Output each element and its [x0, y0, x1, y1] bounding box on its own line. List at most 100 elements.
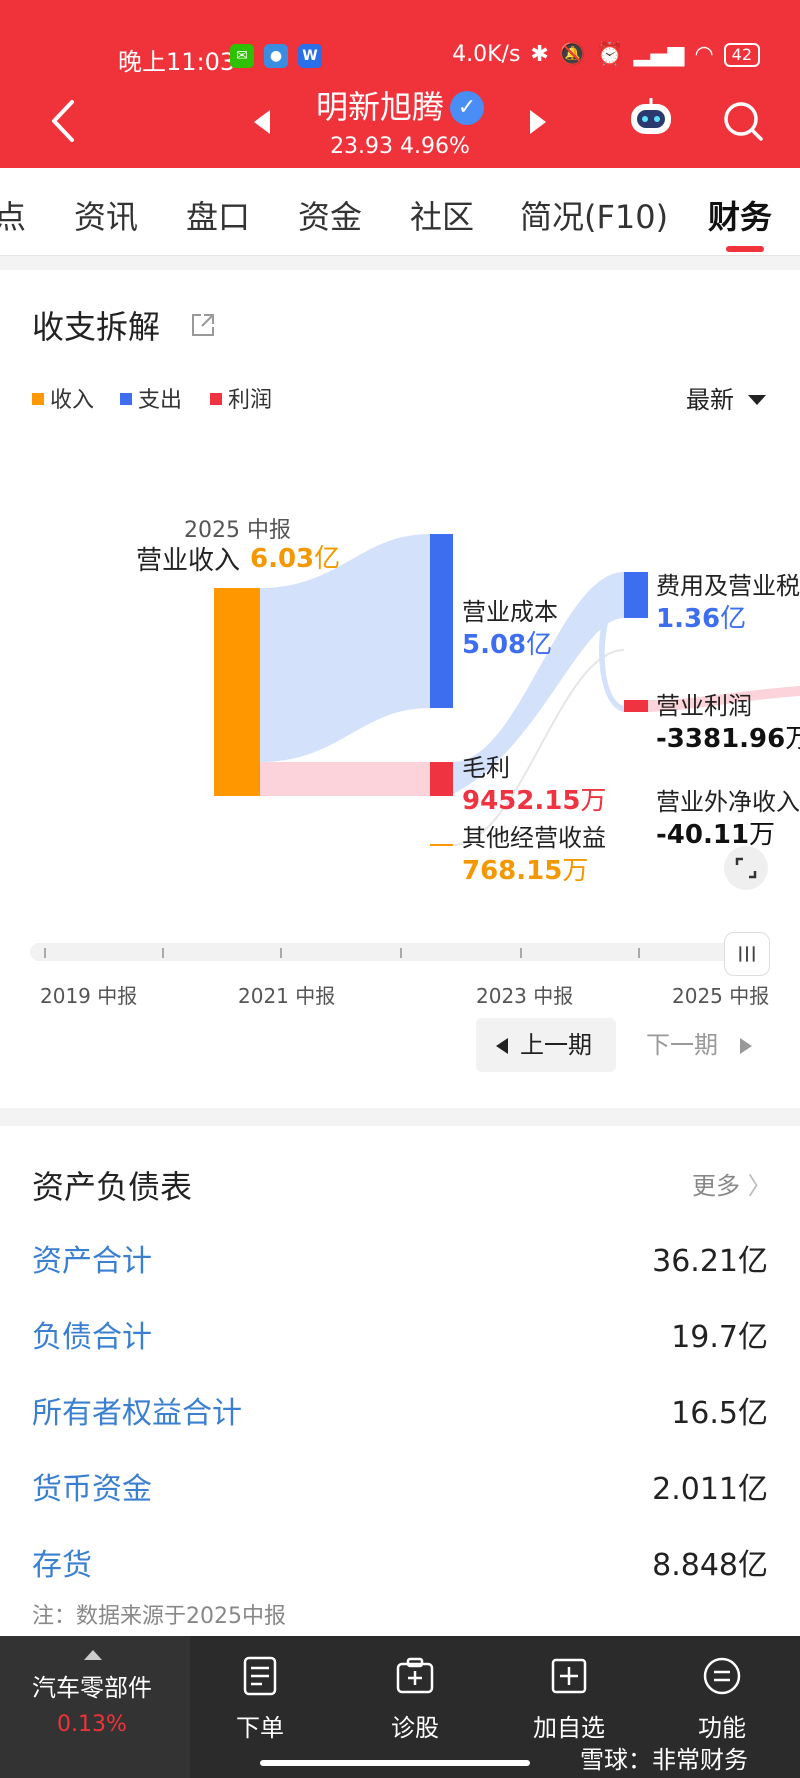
flow-revenue-to-cost: [260, 534, 430, 762]
timeline-tick: [520, 948, 522, 958]
row-value-equity: 16.5亿: [671, 1396, 768, 1431]
operating-profit-value: -3381.96万: [656, 724, 800, 754]
stock-title: 明新旭腾 ✓: [0, 82, 800, 128]
expand-icon[interactable]: [724, 846, 768, 890]
next-period-button[interactable]: 下一期: [630, 1018, 770, 1072]
sankey-diagram: [214, 534, 800, 846]
caret-up-icon: [84, 1650, 102, 1660]
diagnose-icon: [396, 1657, 434, 1694]
non-operating-label: 营业外净收入: [656, 788, 800, 816]
legend-label: 支出: [138, 388, 183, 413]
stock-name: 明新旭腾: [315, 88, 444, 126]
expenses-value: 1.36亿: [656, 604, 747, 634]
active-tab-indicator: [726, 246, 764, 252]
home-indicator[interactable]: [260, 1760, 530, 1766]
other-income-value: 768.15万: [462, 856, 589, 886]
row-value-total-assets: 36.21亿: [652, 1244, 768, 1279]
tab-funds[interactable]: 资金: [298, 198, 363, 236]
tab-finance[interactable]: 财务: [708, 198, 773, 236]
status-bar: 晚上11:03 ✉ ● W 4.0K/s ✱ 🔕 ⏰ ▂▄▆ ◠ 42: [0, 36, 800, 76]
non-operating-value: -40.11万: [656, 820, 776, 850]
share-icon[interactable]: [190, 312, 216, 338]
network-speed: 4.0K/s: [452, 42, 521, 67]
order-icon: [243, 1656, 277, 1696]
add-watchlist-icon: [551, 1658, 587, 1694]
node-expenses: [624, 572, 648, 618]
flow-revenue-to-gross: [260, 762, 430, 796]
diagnose-button[interactable]: 诊股: [355, 1656, 475, 1743]
timeline-handle[interactable]: [724, 932, 770, 976]
wechat-icon: ✉: [230, 44, 254, 68]
previous-stock-button[interactable]: [254, 110, 270, 134]
status-time: 晚上11:03: [118, 48, 236, 76]
battery-icon: 42: [723, 42, 760, 67]
row-label-total-assets[interactable]: 资产合计: [32, 1244, 152, 1279]
other-income-label: 其他经营收益: [462, 824, 606, 852]
robot-assistant-icon[interactable]: [628, 98, 674, 138]
legend-swatch-expense: [120, 393, 132, 405]
period-timeline[interactable]: [30, 943, 760, 961]
row-label-equity[interactable]: 所有者权益合计: [32, 1396, 242, 1431]
tab-community[interactable]: 社区: [410, 198, 475, 236]
balance-sheet-card: [0, 1126, 800, 1636]
stock-price: 23.93: [330, 134, 394, 159]
gross-profit-value: 9452.15万: [462, 786, 607, 816]
bluetooth-icon: ✱: [530, 42, 549, 67]
timeline-tick: [162, 948, 164, 958]
menu-button[interactable]: 功能: [662, 1656, 782, 1743]
stock-quote: 23.93 4.96%: [0, 134, 800, 159]
legend-profit: 利润: [210, 382, 272, 414]
data-source-note: 注：数据来源于2025中报: [32, 1604, 286, 1629]
legend-swatch-profit: [210, 393, 222, 405]
menu-icon: [703, 1657, 741, 1695]
period-select[interactable]: 最新: [686, 380, 766, 415]
more-link[interactable]: 更多 〉: [692, 1172, 772, 1200]
timeline-tick: [44, 948, 46, 958]
row-value-inventory: 8.848亿: [652, 1548, 768, 1583]
nav-label: 加自选: [533, 1714, 605, 1742]
timeline-label: 2025 中报: [672, 984, 770, 1008]
sector-change: 0.13%: [57, 1712, 127, 1737]
sector-panel[interactable]: 汽车零部件 0.13%: [0, 1636, 190, 1778]
wifi-icon: ◠: [694, 42, 714, 67]
row-label-cash[interactable]: 货币资金: [32, 1472, 152, 1507]
cost-label: 营业成本: [462, 598, 558, 626]
add-watchlist-button[interactable]: 加自选: [509, 1656, 629, 1743]
bottom-bar: 汽车零部件 0.13% 下单 诊股 加自选: [0, 1636, 800, 1778]
period-label: 2025 中报: [184, 518, 291, 543]
nav-label: 下单: [236, 1714, 284, 1742]
search-icon[interactable]: [722, 100, 764, 142]
watermark: 雪球：非常财务: [580, 1746, 748, 1774]
nav-label: 功能: [698, 1714, 746, 1742]
header: 晚上11:03 ✉ ● W 4.0K/s ✱ 🔕 ⏰ ▂▄▆ ◠ 42 明新旭腾…: [0, 0, 800, 168]
stock-change: 4.96%: [400, 134, 470, 159]
chevron-right-icon: 〉: [747, 1172, 772, 1200]
prev-period-button[interactable]: 上一期: [476, 1018, 616, 1072]
period-select-label: 最新: [686, 386, 734, 414]
timeline-tick: [280, 948, 282, 958]
next-stock-button[interactable]: [530, 110, 546, 134]
nav-label: 诊股: [391, 1714, 439, 1742]
node-cost: [430, 534, 453, 708]
order-button[interactable]: 下单: [200, 1656, 320, 1743]
revenue-label: 营业收入: [136, 546, 241, 576]
node-other-income: [430, 844, 453, 846]
signal-icon: ▂▄▆: [633, 42, 685, 67]
balance-sheet-title: 资产负债表: [32, 1168, 193, 1206]
tab-partial[interactable]: 点: [0, 198, 27, 236]
tab-quote[interactable]: 盘口: [186, 198, 251, 236]
verified-icon: ✓: [450, 91, 484, 125]
row-label-inventory[interactable]: 存货: [32, 1548, 92, 1583]
node-gross-profit: [430, 762, 453, 796]
tab-news[interactable]: 资讯: [74, 198, 139, 236]
snowball-app-icon: ●: [264, 44, 288, 68]
tab-profile[interactable]: 简况(F10): [520, 198, 669, 236]
timeline-label: 2021 中报: [238, 984, 336, 1008]
stock-tabs: 点 资讯 盘口 资金 社区 简况(F10) 财务: [0, 168, 800, 256]
legend-label: 利润: [228, 388, 273, 413]
node-revenue: [214, 588, 260, 796]
row-label-total-liabilities[interactable]: 负债合计: [32, 1320, 152, 1355]
back-icon[interactable]: [44, 96, 84, 146]
node-operating-profit: [624, 700, 648, 712]
flow-profit-out: [648, 686, 800, 712]
